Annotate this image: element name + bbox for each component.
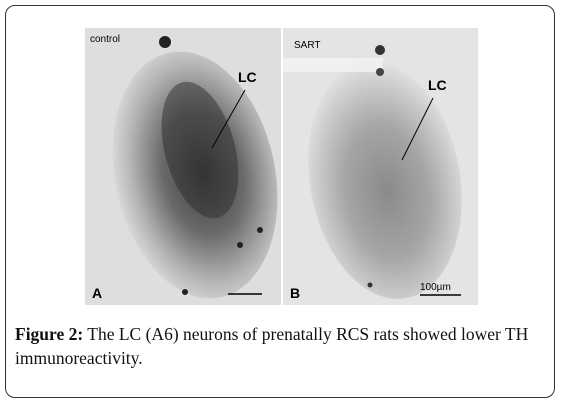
scale-bar-label: 100µm: [420, 282, 451, 293]
caption-text: The LC (A6) neurons of prenatally RCS ra…: [15, 324, 529, 368]
caption-label: Figure 2:: [15, 324, 84, 344]
panel-condition: control: [90, 34, 120, 45]
pointer-line: [211, 89, 246, 149]
figure-frame: [5, 5, 555, 398]
figure-caption: Figure 2: The LC (A6) neurons of prenata…: [15, 322, 545, 370]
panel-label: B: [290, 285, 300, 301]
micrograph-a: [85, 28, 281, 305]
region-label: LC: [428, 77, 447, 93]
panel-label: A: [92, 285, 102, 301]
panel-condition: SART: [294, 40, 321, 51]
region-label: LC: [238, 69, 257, 85]
pointer-line: [401, 97, 434, 161]
micrograph-b: [283, 28, 478, 305]
